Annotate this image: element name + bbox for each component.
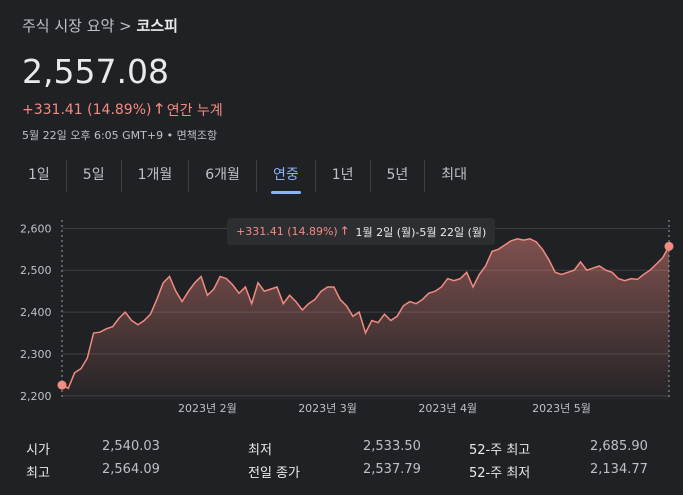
- disclaimer-link[interactable]: 면책조항: [176, 129, 218, 142]
- tab-1d[interactable]: 1일: [28, 167, 50, 183]
- tooltip-up-arrow-icon: 🡑: [341, 224, 348, 237]
- price-line: [61, 238, 670, 390]
- breadcrumb: 주식 시장 요약 > 코스피: [22, 15, 178, 36]
- range-tooltip: +331.41 (14.89%) 🡑 1월 2일 (월)-5월 22일 (월): [227, 218, 496, 245]
- range-start-point[interactable]: [57, 380, 67, 390]
- x-tick-label: 2023년 3월: [298, 402, 357, 415]
- stat-52w-low: 52-주 최저 2,134.77: [469, 462, 648, 481]
- stat-low: 최저 2,533.50: [248, 439, 421, 458]
- tab-6m[interactable]: 6개월: [188, 160, 256, 192]
- range-tabs: 1일 5일 1개월 6개월 연중 1년 5년 최대: [12, 160, 483, 194]
- tooltip-range: 1월 2일 (월)-5월 22일 (월): [355, 225, 487, 239]
- breadcrumb-separator: >: [119, 17, 132, 35]
- current-price: 2,557.08: [22, 52, 169, 91]
- y-tick-label: 2,500: [20, 264, 52, 277]
- stat-open: 시가 2,540.03: [26, 439, 160, 458]
- tooltip-change: +331.41 (14.89%): [236, 225, 338, 238]
- x-tick-label: 2023년 4월: [418, 402, 477, 415]
- tab-ytd[interactable]: 연중: [255, 160, 315, 194]
- breadcrumb-parent[interactable]: 주식 시장 요약: [22, 17, 115, 35]
- tab-1m[interactable]: 1개월: [120, 160, 189, 192]
- bullet: •: [166, 129, 174, 142]
- tab-5y[interactable]: 5년: [369, 160, 425, 192]
- y-tick-label: 2,200: [20, 390, 52, 403]
- y-tick-label: 2,400: [20, 306, 52, 319]
- timestamp: 5월 22일 오후 6:05 GMT+9: [22, 129, 164, 142]
- y-tick-label: 2,600: [20, 222, 52, 235]
- change-label: 연간 누계: [166, 103, 223, 119]
- price-area: [62, 238, 669, 400]
- stat-high: 최고 2,564.09: [26, 462, 160, 481]
- stat-prev-close: 전일 종가 2,537.79: [248, 462, 421, 481]
- tab-max[interactable]: 최대: [424, 160, 483, 192]
- tab-1y[interactable]: 1년: [314, 160, 370, 192]
- range-end-point[interactable]: [664, 241, 674, 251]
- up-arrow-icon: 🡑: [155, 101, 163, 117]
- price-change: +331.41 (14.89%) 🡑 연간 누계: [22, 98, 223, 122]
- stat-52w-high: 52-주 최고 2,685.90: [469, 439, 648, 458]
- breadcrumb-current: 코스피: [136, 17, 178, 35]
- change-value: +331.41 (14.89%): [22, 102, 152, 118]
- tab-5d[interactable]: 5일: [65, 160, 121, 192]
- x-tick-label: 2023년 2월: [178, 402, 237, 415]
- timestamp-line: 5월 22일 오후 6:05 GMT+9 • 면책조항: [22, 127, 217, 143]
- y-tick-label: 2,300: [20, 348, 52, 361]
- x-tick-label: 2023년 5월: [532, 402, 591, 415]
- price-chart[interactable]: 2,600 2,500 2,400 2,300 2,200 2023년 2월 2023년 …: [0, 210, 683, 420]
